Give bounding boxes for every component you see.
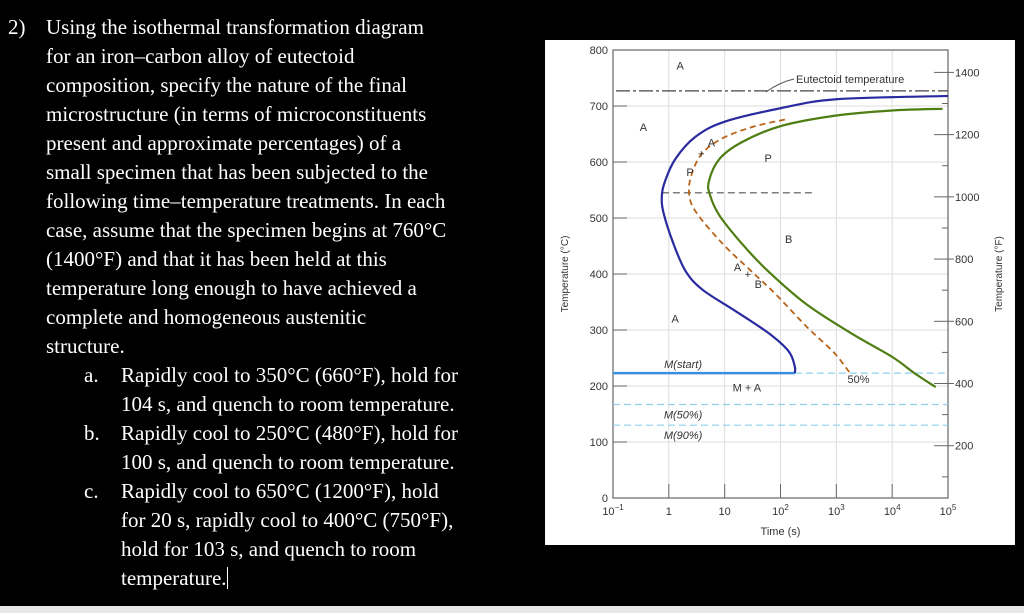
y-tick-label: 600 — [590, 157, 608, 169]
y2-tick-label: 200 — [955, 441, 973, 453]
region-label: A — [734, 262, 742, 274]
fifty-curve — [687, 118, 850, 373]
question-line: (1400°F) and that it has been held at th… — [46, 247, 387, 271]
y-tick-label: 0 — [602, 493, 608, 505]
region-label: A — [672, 314, 680, 326]
region-label: A — [708, 137, 716, 149]
martensite-label: M(start) — [664, 359, 702, 371]
y-tick-label: 800 — [590, 45, 608, 57]
region-label: A — [640, 122, 648, 134]
y-axis-label: Temperature (°C) — [560, 236, 571, 313]
region-label: + — [745, 269, 751, 281]
y2-tick-label: 1000 — [955, 192, 979, 204]
item-line: temperature. — [121, 566, 228, 590]
item-label: c. — [84, 479, 99, 503]
y-tick-label: 200 — [590, 381, 608, 393]
question-line: structure. — [46, 334, 125, 358]
y2-tick-label: 800 — [955, 254, 973, 266]
region-label: P — [686, 167, 693, 179]
y-tick-label: 400 — [590, 269, 608, 281]
y2-tick-label: 400 — [955, 379, 973, 391]
y2-tick-label: 600 — [955, 316, 973, 328]
y2-tick-label: 1200 — [955, 130, 979, 142]
eutectoid-label: Eutectoid temperature — [796, 74, 904, 86]
x-tick-label: 1 — [666, 506, 672, 518]
question-number: 2) — [8, 15, 26, 39]
martensite-label: M(90%) — [664, 430, 703, 442]
region-label: 50% — [848, 374, 870, 386]
x-tick-label: 10 — [719, 506, 731, 518]
x-axis-label: Time (s) — [761, 526, 801, 538]
x-tick-label: 105 — [940, 503, 957, 518]
y-tick-label: 100 — [590, 437, 608, 449]
y-tick-label: 500 — [590, 213, 608, 225]
bottom-edge — [0, 606, 1024, 613]
text-cursor — [226, 567, 228, 589]
item-line: for 20 s, rapidly cool to 400°C (750°F), — [121, 508, 454, 532]
region-label: M + A — [733, 383, 762, 395]
region-label: B — [785, 234, 792, 246]
x-tick-label: 102 — [772, 503, 789, 518]
y-tick-label: 300 — [590, 325, 608, 337]
start-curve — [660, 94, 949, 374]
item-label: b. — [84, 421, 100, 445]
item-line: hold for 103 s, and quench to room — [121, 537, 417, 561]
region-label: + — [698, 149, 704, 161]
x-tick-label: 103 — [828, 503, 845, 518]
y2-axis-label: Temperature (°F) — [994, 236, 1005, 312]
martensite-label: M(50%) — [664, 409, 703, 421]
question-line: Using the isothermal transformation diag… — [46, 15, 424, 39]
question-line: composition, specify the nature of the f… — [46, 73, 407, 97]
item-line: Rapidly cool to 350°C (660°F), hold for — [121, 363, 459, 387]
y2-tick-label: 1400 — [955, 67, 979, 79]
question-line: complete and homogeneous austenitic — [46, 305, 367, 329]
question-line: following time–temperature treatments. I… — [46, 189, 446, 213]
region-label: B — [755, 279, 762, 291]
region-label: P — [764, 153, 771, 165]
item-line: 100 s, and quench to room temperature. — [121, 450, 455, 474]
item-line: 104 s, and quench to room temperature. — [121, 392, 455, 416]
question-line: microstructure (in terms of microconstit… — [46, 102, 427, 126]
question-line: temperature long enough to have achieved… — [46, 276, 417, 300]
question-line: present and approximate percentages) of … — [46, 131, 402, 155]
region-label: A — [677, 61, 685, 73]
question-line: for an iron–carbon alloy of eutectoid — [46, 44, 355, 68]
y-tick-label: 700 — [590, 101, 608, 113]
item-line: Rapidly cool to 650°C (1200°F), hold — [121, 479, 439, 503]
eutectoid-arrow — [765, 78, 795, 93]
x-tick-label: 10−1 — [602, 503, 624, 518]
question-line: case, assume that the specimen begins at… — [46, 218, 447, 242]
item-label: a. — [84, 363, 99, 387]
x-tick-label: 104 — [884, 503, 901, 518]
question-line: small specimen that has been subjected t… — [46, 160, 428, 184]
end-curve — [707, 107, 943, 389]
item-line: Rapidly cool to 250°C (480°F), hold for — [121, 421, 459, 445]
